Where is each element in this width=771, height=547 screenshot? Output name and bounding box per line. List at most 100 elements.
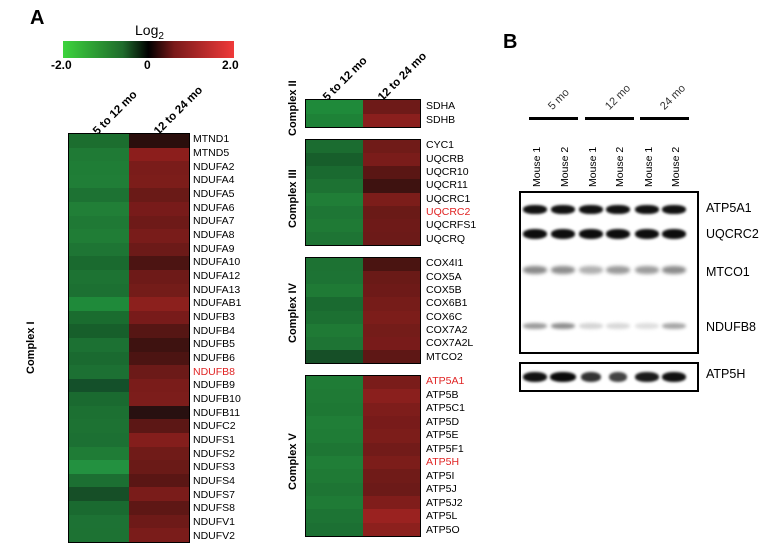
heatmap-cell-5-12 xyxy=(69,297,129,311)
gene-label: NDUFA6 xyxy=(193,201,235,214)
heatmap-cell-12-24 xyxy=(363,113,420,127)
band-mtco1 xyxy=(523,266,547,274)
heatmap-row-ndufs3 xyxy=(69,460,189,474)
color-scale-bar xyxy=(63,41,234,58)
gene-label: NDUFAB1 xyxy=(193,297,242,310)
gene-label: COX6B1 xyxy=(426,297,468,310)
heatmap-cell-5-12 xyxy=(69,215,129,230)
gene-label: NDUFS8 xyxy=(193,502,236,515)
gene-label: COX6C xyxy=(426,310,463,323)
heatmap-row-sdhb xyxy=(306,113,420,127)
band-uqcrc2 xyxy=(523,229,547,239)
heatmap-cell-12-24 xyxy=(129,460,189,474)
heatmap-row-ndufs2 xyxy=(69,446,189,461)
heatmap-cell-5-12 xyxy=(306,415,363,430)
gene-label: CYC1 xyxy=(426,139,455,152)
lane-label-2: Mouse 2 xyxy=(559,146,571,187)
blot-label-mtco1: MTCO1 xyxy=(706,265,750,279)
scale-title-text: Log xyxy=(135,22,159,38)
heatmap-row-cox7a2l xyxy=(306,336,420,350)
heatmap-cell-12-24 xyxy=(129,337,189,352)
heatmap-cell-12-24 xyxy=(363,192,420,206)
heatmap-cell-5-12 xyxy=(69,433,129,447)
gene-label: NDUFA2 xyxy=(193,160,235,173)
heatmap-row-ndufv2 xyxy=(69,528,189,542)
gene-label: NDUFB3 xyxy=(193,311,236,323)
heatmap-cell-5-12 xyxy=(69,487,129,502)
gene-label: NDUFA8 xyxy=(193,229,235,241)
heatmap-cell-5-12 xyxy=(69,351,129,366)
band-mtco1 xyxy=(662,266,686,274)
heatmap-row-atp5h xyxy=(306,455,420,470)
heatmap-cell-12-24 xyxy=(363,509,420,523)
gene-label: ATP5E xyxy=(426,429,459,442)
heatmap-cell-12-24 xyxy=(363,100,420,114)
heatmap-row-atp5o xyxy=(306,522,420,536)
heatmap-cell-12-24 xyxy=(129,392,189,406)
heatmap-cell-5-12 xyxy=(306,179,363,193)
band-atp5a1 xyxy=(551,205,575,214)
band-uqcrc2 xyxy=(662,229,686,239)
heatmap-row-atp5j xyxy=(306,482,420,496)
gene-label: NDUFA12 xyxy=(193,270,241,282)
heatmap-row-uqcrq xyxy=(306,231,420,245)
heatmap-cell-12-24 xyxy=(129,487,189,502)
scale-min-label: -2.0 xyxy=(51,58,72,72)
band-mtco1 xyxy=(635,266,659,274)
band-mtco1 xyxy=(606,266,630,274)
gene-label: ATP5J2 xyxy=(426,496,463,509)
blot-label-uqcrc2: UQCRC2 xyxy=(706,227,759,241)
band-atp5h xyxy=(523,372,547,382)
heatmap-cell-5-12 xyxy=(69,174,129,189)
heatmap-row-ndufb8 xyxy=(69,365,189,379)
complex-v-label: Complex V xyxy=(287,433,299,490)
heatmap-cell-5-12 xyxy=(69,365,129,379)
blot-label-ndufb8: NDUFB8 xyxy=(706,320,757,334)
heatmap-row-cox6c xyxy=(306,310,420,324)
heatmap-row-ndufs4 xyxy=(69,473,189,488)
heatmap-cell-12-24 xyxy=(129,514,189,529)
heatmap-cell-12-24 xyxy=(363,495,420,510)
heatmap-cell-5-12 xyxy=(306,376,363,390)
band-uqcrc2 xyxy=(579,229,603,239)
heatmap-row-ndufa2 xyxy=(69,161,189,175)
group-bar-12mo xyxy=(585,117,634,120)
heatmap-cell-5-12 xyxy=(69,256,129,270)
heatmap-cell-12-24 xyxy=(363,271,420,285)
heatmap-row-atp5a1 xyxy=(306,376,420,390)
band-ndufb8 xyxy=(606,323,630,329)
heatmap-cell-5-12 xyxy=(69,229,129,243)
heatmap-cell-12-24 xyxy=(129,134,189,148)
heatmap-row-ndufa5 xyxy=(69,188,189,202)
complex-ii-heatmap xyxy=(305,99,421,128)
heatmap-cell-5-12 xyxy=(306,509,363,523)
complex-iv-heatmap xyxy=(305,257,421,364)
gene-label: NDUFB10 xyxy=(193,393,241,405)
heatmap-cell-5-12 xyxy=(69,242,129,257)
heatmap-cell-5-12 xyxy=(306,100,363,114)
gene-label: ATP5C1 xyxy=(426,402,465,415)
heatmap-cell-5-12 xyxy=(306,323,363,337)
band-atp5h xyxy=(581,372,601,382)
heatmap-cell-5-12 xyxy=(69,324,129,338)
heatmap-row-ndufs1 xyxy=(69,433,189,447)
gene-label: UQCRQ xyxy=(426,232,466,245)
col-label-5-12: 5 to 12 mo xyxy=(91,88,140,138)
heatmap-cell-12-24 xyxy=(363,402,420,416)
blot-label-atp5a1: ATP5A1 xyxy=(706,201,752,215)
heatmap-cell-12-24 xyxy=(129,446,189,461)
heatmap-row-mtco2 xyxy=(306,349,420,363)
gene-label: MTND5 xyxy=(193,147,230,159)
heatmap-cell-12-24 xyxy=(129,405,189,420)
panel-a-label: A xyxy=(30,7,45,29)
heatmap-cell-5-12 xyxy=(69,460,129,474)
gene-label: NDUFA5 xyxy=(193,188,235,200)
heatmap-row-ndufa6 xyxy=(69,201,189,216)
heatmap-row-ndufs7 xyxy=(69,487,189,502)
heatmap-cell-5-12 xyxy=(306,522,363,536)
heatmap-cell-5-12 xyxy=(69,147,129,162)
complex-iii-heatmap xyxy=(305,139,421,246)
heatmap-cell-5-12 xyxy=(306,455,363,470)
gene-label: NDUFS7 xyxy=(193,488,236,501)
heatmap-cell-12-24 xyxy=(363,218,420,232)
